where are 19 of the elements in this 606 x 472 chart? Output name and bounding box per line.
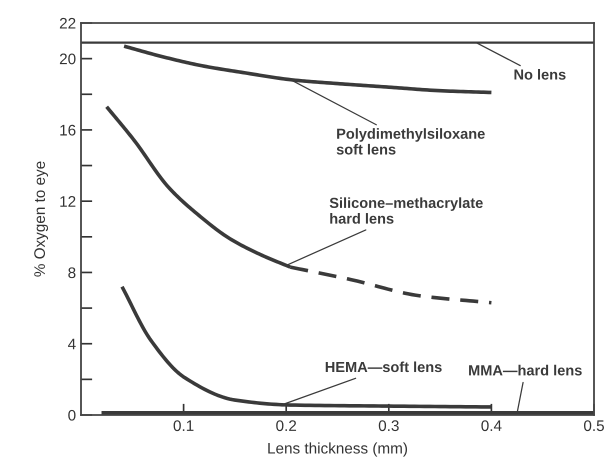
y-tick-label: 4 [68, 338, 76, 350]
x-tick-label: 0.5 [584, 420, 604, 432]
text: HEMA—soft lens [326, 361, 442, 372]
series-label: No lens [514, 68, 566, 80]
y-tick-label: 8 [68, 267, 76, 278]
y-tick-label: 0 [68, 410, 76, 421]
y-tick-label: 12 [60, 196, 76, 207]
y-tick-label: 16 [60, 124, 76, 136]
y-tick-label: 20 [60, 54, 76, 64]
y-axis-title: % Oxygen to eye [34, 162, 48, 277]
y-tick-label: 22 [60, 18, 76, 29]
text: MMA—hard lens [469, 364, 582, 376]
text: Polydimethylsiloxane soft lens [336, 128, 485, 155]
x-tick-label: 0.2 [276, 420, 296, 432]
x-tick-label: 0.1 [174, 420, 194, 432]
text: Silicone–methacrylate hard lens [330, 197, 483, 224]
x-tick-label: 0.3 [378, 420, 399, 432]
x-axis-title: Lens thickness (mm) [268, 442, 408, 457]
x-tick-label: 0.4 [481, 420, 502, 432]
